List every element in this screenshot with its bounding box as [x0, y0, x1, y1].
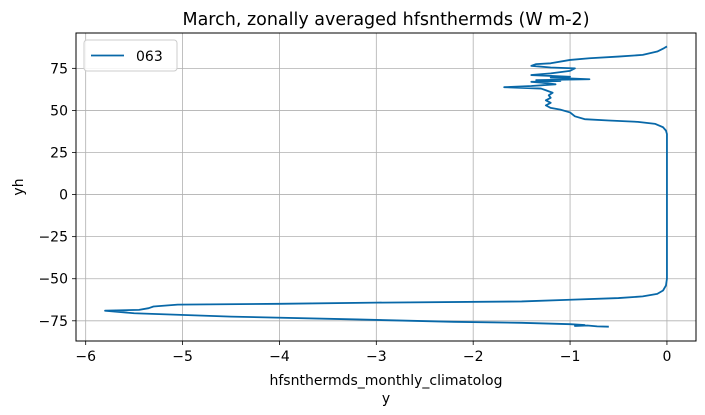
- y-tick-label: −75: [38, 314, 68, 330]
- series-layer: [104, 45, 668, 328]
- legend-box: [83, 39, 178, 72]
- y-tick-label: −50: [38, 272, 68, 288]
- legend: 063: [83, 39, 178, 72]
- legend-label-063: 063: [136, 49, 163, 65]
- x-tick-label: −3: [366, 349, 387, 365]
- y-tick-label: 25: [50, 145, 68, 161]
- x-tick-label: −4: [269, 349, 290, 365]
- y-tick-label: 0: [59, 188, 68, 204]
- series-line-063: [104, 45, 668, 328]
- plot-area-frame: [75, 32, 697, 342]
- x-tick-label: −6: [75, 349, 96, 365]
- grid-lines: [76, 33, 696, 341]
- x-axis-label: hfsnthermds_monthly_climatolog: [270, 373, 503, 389]
- x-axis-label-continued: y: [382, 391, 390, 407]
- x-tick-label: −2: [463, 349, 484, 365]
- chart-title: March, zonally averaged hfsnthermds (W m…: [182, 10, 589, 30]
- x-tick-label: 0: [662, 349, 671, 365]
- y-tick-label: 75: [50, 61, 68, 77]
- axis-ticks: −6 −5 −4 −3 −2 −1 0 −75 −50 −25 0 25 50 75: [38, 61, 671, 365]
- y-tick-label: 50: [50, 103, 68, 119]
- y-tick-label: −25: [38, 230, 68, 246]
- y-axis-label: yh: [11, 178, 27, 195]
- x-tick-label: −5: [172, 349, 193, 365]
- x-tick-label: −1: [560, 349, 581, 365]
